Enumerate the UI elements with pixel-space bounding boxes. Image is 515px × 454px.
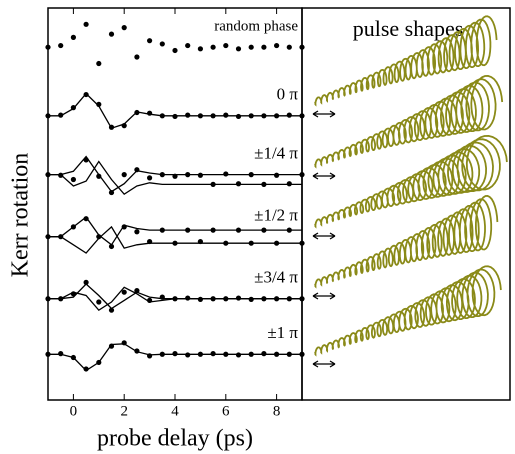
data-point bbox=[172, 113, 178, 120]
trace-label: random phase bbox=[214, 19, 298, 35]
fit-line bbox=[48, 216, 302, 246]
x-axis-label: probe delay (ps) bbox=[97, 426, 253, 452]
data-point bbox=[108, 31, 115, 37]
polarization-arrow bbox=[312, 292, 336, 300]
trace-label: ±1/4 π bbox=[254, 144, 298, 163]
data-point bbox=[210, 44, 216, 50]
polarization-arrow bbox=[312, 172, 336, 180]
data-point bbox=[185, 42, 191, 49]
data-point bbox=[197, 46, 203, 52]
x-tick-label: 8 bbox=[273, 403, 281, 419]
data-point bbox=[235, 46, 242, 52]
x-tick-label: 6 bbox=[222, 403, 230, 419]
data-point bbox=[108, 307, 115, 313]
pulse-title: pulse shapes bbox=[353, 16, 464, 41]
data-point bbox=[274, 172, 280, 178]
data-point bbox=[172, 351, 178, 357]
polarization-arrow bbox=[312, 360, 336, 368]
data-point bbox=[70, 176, 76, 183]
data-point bbox=[248, 44, 254, 50]
data-point bbox=[197, 172, 203, 178]
pulse-frame bbox=[301, 7, 511, 401]
data-point bbox=[134, 287, 140, 294]
data-point bbox=[235, 113, 242, 120]
data-point bbox=[70, 34, 76, 41]
plot-frame bbox=[47, 7, 303, 401]
fit-line bbox=[48, 92, 302, 129]
pulse-helix bbox=[314, 194, 499, 289]
data-point bbox=[261, 351, 267, 357]
y-axis-label: Kerr rotation bbox=[8, 153, 34, 278]
data-point bbox=[96, 60, 102, 67]
data-point bbox=[134, 229, 140, 235]
data-point bbox=[147, 38, 153, 44]
data-point bbox=[83, 279, 89, 285]
data-point bbox=[261, 44, 267, 50]
pulse-helix bbox=[314, 134, 508, 229]
data-point bbox=[96, 299, 102, 305]
data-point bbox=[121, 172, 127, 178]
data-point bbox=[248, 296, 254, 302]
data-point bbox=[45, 44, 51, 50]
data-point bbox=[58, 42, 64, 49]
data-point bbox=[286, 112, 292, 118]
fit-line bbox=[48, 286, 302, 312]
pulse-helix bbox=[314, 265, 502, 357]
data-point bbox=[108, 243, 115, 250]
data-point bbox=[197, 296, 203, 302]
data-point bbox=[83, 21, 89, 27]
pulse-helix bbox=[314, 15, 498, 107]
trace-label: ±1/2 π bbox=[254, 206, 298, 225]
data-point bbox=[286, 44, 292, 50]
x-tick-label: 0 bbox=[70, 403, 78, 419]
trace-label: 0 π bbox=[277, 85, 299, 104]
fit-line bbox=[48, 155, 302, 193]
fit-line bbox=[48, 343, 302, 372]
x-tick-label: 2 bbox=[120, 403, 128, 419]
x-tick-label: 4 bbox=[171, 403, 179, 419]
data-point bbox=[210, 351, 216, 357]
data-point bbox=[185, 112, 191, 118]
data-point bbox=[96, 173, 102, 179]
fit-line bbox=[48, 160, 302, 196]
data-point bbox=[147, 175, 153, 181]
data-point bbox=[223, 112, 229, 118]
data-point bbox=[286, 181, 292, 187]
data-point bbox=[223, 171, 229, 177]
polarization-arrow bbox=[312, 110, 336, 118]
trace-label: ±3/4 π bbox=[254, 268, 298, 287]
data-point bbox=[96, 101, 102, 107]
polarization-arrow bbox=[312, 232, 336, 240]
fit-line bbox=[48, 225, 302, 254]
data-point bbox=[274, 42, 280, 49]
data-point bbox=[159, 41, 165, 47]
data-point bbox=[299, 44, 305, 50]
data-point bbox=[235, 181, 242, 187]
data-point bbox=[223, 42, 229, 49]
data-point bbox=[58, 351, 64, 357]
data-point bbox=[134, 54, 140, 60]
data-point bbox=[121, 289, 127, 295]
data-point bbox=[172, 47, 178, 54]
trace-label: ±1 π bbox=[267, 323, 298, 342]
pulse-helix bbox=[314, 74, 504, 169]
data-point bbox=[121, 25, 127, 31]
